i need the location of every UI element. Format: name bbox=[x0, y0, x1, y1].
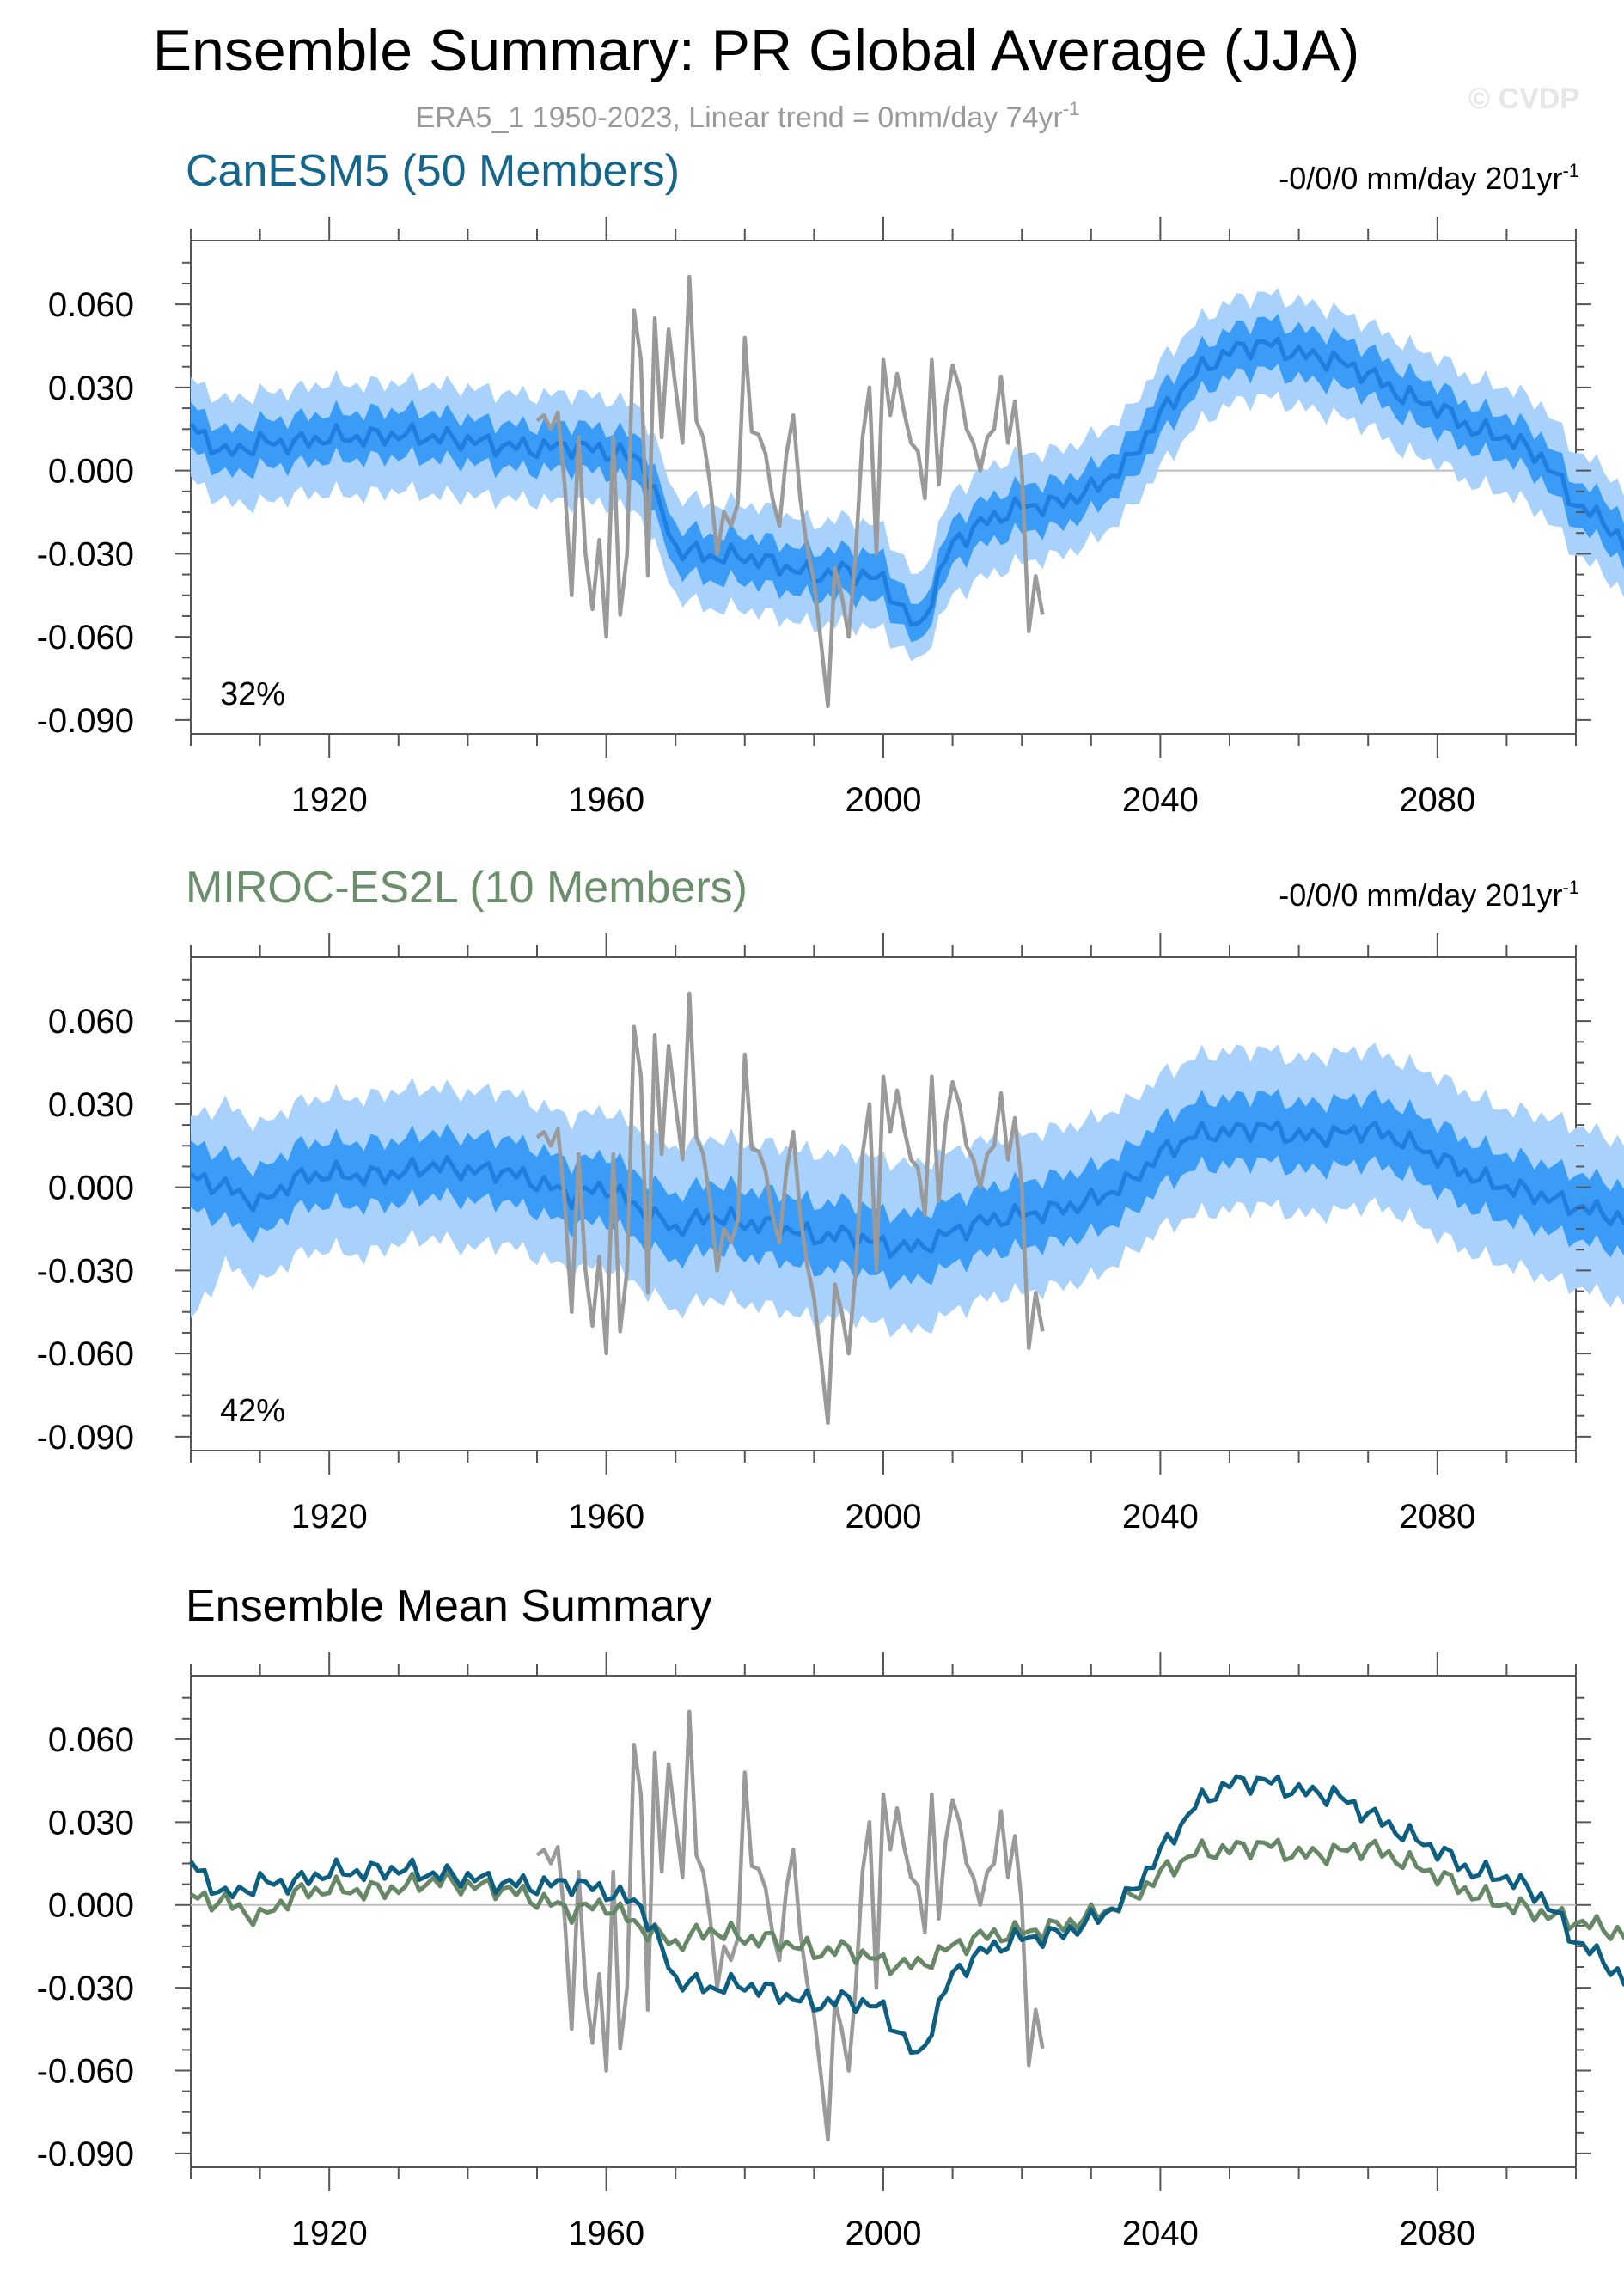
panel-ensemble-mean: Ensemble Mean Summary -0.090 -0.060 -0.030… bbox=[37, 1581, 1624, 2252]
miroc-xtick-label: 1920 bbox=[291, 1498, 368, 1536]
panel-ensemble-mean-plot: -0.090 -0.060 -0.030 0.000 0.030 0.060 1920 196… bbox=[37, 1652, 1624, 2252]
canesm5-xtick-label: 1920 bbox=[291, 781, 368, 819]
miroc-xtick-label: 2080 bbox=[1399, 1498, 1475, 1536]
ensemble-mean-xtick-label: 2000 bbox=[846, 2215, 922, 2252]
ensemble-mean-xtick-label: 2080 bbox=[1399, 2215, 1475, 2252]
panel-canesm5-plot: -0.090 -0.060 -0.030 0.000 0.030 0.060 1920 196… bbox=[37, 217, 1624, 819]
figure-subtitle-sup: -1 bbox=[1063, 98, 1080, 119]
miroc-ensemble-mean-line bbox=[189, 1120, 1624, 1259]
miroc-observations-line bbox=[535, 991, 1045, 1426]
ensemble-mean-canesm5-mean-line bbox=[188, 1774, 1624, 2056]
figure-subtitle: ERA5_1 1950-2023, Linear trend = 0mm/day… bbox=[416, 98, 1080, 134]
panel-ensemble-mean-title: Ensemble Mean Summary bbox=[186, 1581, 712, 1631]
panel-canesm5-trend-sup: -1 bbox=[1562, 160, 1579, 181]
canesm5-xtick-label: 1960 bbox=[568, 781, 644, 819]
miroc-ytick-label: -0.030 bbox=[37, 1252, 134, 1290]
canesm5-observations-line bbox=[535, 274, 1045, 709]
ensemble-mean-ytick-label: 0.030 bbox=[48, 1804, 134, 1842]
watermark: © CVDP bbox=[1468, 82, 1579, 115]
canesm5-ytick-label: 0.030 bbox=[48, 370, 134, 407]
miroc-ytick-label: 0.060 bbox=[48, 1003, 134, 1041]
canesm5-band-5-95 bbox=[191, 288, 1624, 662]
panel-miroc-trend-main: -0/0/0 mm/day 201yr bbox=[1279, 877, 1562, 913]
panel-miroc-plot: -0.090 -0.060 -0.030 0.000 0.030 0.060 1920 196… bbox=[37, 933, 1624, 1536]
ensemble-mean-xtick-label: 1960 bbox=[568, 2215, 644, 2252]
miroc-xtick-label: 1960 bbox=[568, 1498, 644, 1536]
panel-miroc-trend-sup: -1 bbox=[1562, 877, 1579, 898]
ensemble-mean-ytick-label: -0.030 bbox=[37, 1970, 134, 2007]
miroc-percent-annotation: 42% bbox=[220, 1393, 285, 1429]
canesm5-xtick-label: 2000 bbox=[846, 781, 922, 819]
miroc-ytick-label: -0.090 bbox=[37, 1419, 134, 1457]
panel-miroc: MIROC-ES2L (10 Members) -0/0/0 mm/day 20… bbox=[37, 863, 1624, 1536]
canesm5-percent-annotation: 32% bbox=[220, 676, 285, 712]
ensemble-mean-ytick-label: -0.090 bbox=[37, 2135, 134, 2173]
ensemble-mean-ytick-label: 0.000 bbox=[48, 1887, 134, 1925]
miroc-band-25-75 bbox=[191, 1089, 1624, 1290]
panel-miroc-trend: -0/0/0 mm/day 201yr-1 bbox=[1279, 877, 1579, 913]
panel-canesm5-title: CanESM5 (50 Members) bbox=[186, 146, 680, 196]
figure-subtitle-main: ERA5_1 1950-2023, Linear trend = 0mm/day… bbox=[416, 101, 1063, 134]
panel-canesm5: CanESM5 (50 Members) -0/0/0 mm/day 201yr… bbox=[37, 146, 1624, 819]
canesm5-ytick-label: -0.090 bbox=[37, 702, 134, 740]
miroc-ytick-label: -0.060 bbox=[37, 1335, 134, 1373]
figure-title: Ensemble Summary: PR Global Average (JJA… bbox=[153, 18, 1360, 83]
ensemble-mean-ytick-label: -0.060 bbox=[37, 2053, 134, 2091]
ensemble-mean-xtick-label: 2040 bbox=[1122, 2215, 1199, 2252]
panel-canesm5-trend: -0/0/0 mm/day 201yr-1 bbox=[1279, 160, 1579, 196]
miroc-ytick-label: 0.000 bbox=[48, 1170, 134, 1207]
ensemble-mean-miroc-mean-line bbox=[189, 1837, 1624, 1976]
panel-canesm5-trend-main: -0/0/0 mm/day 201yr bbox=[1279, 161, 1562, 196]
panel-miroc-title: MIROC-ES2L (10 Members) bbox=[186, 863, 748, 913]
miroc-ytick-label: 0.030 bbox=[48, 1086, 134, 1124]
ensemble-mean-frame bbox=[190, 1675, 1577, 2168]
canesm5-ytick-label: 0.060 bbox=[48, 286, 134, 324]
ensemble-mean-ytick-label: 0.060 bbox=[48, 1721, 134, 1759]
canesm5-ytick-label: 0.000 bbox=[48, 453, 134, 491]
canesm5-ytick-label: -0.030 bbox=[37, 535, 134, 573]
miroc-xtick-label: 2040 bbox=[1122, 1498, 1199, 1536]
canesm5-ytick-label: -0.060 bbox=[37, 619, 134, 657]
ensemble-mean-observations-line bbox=[535, 1709, 1045, 2142]
canesm5-ensemble-mean-line bbox=[189, 336, 1624, 627]
canesm5-xtick-label: 2040 bbox=[1122, 781, 1199, 819]
miroc-xtick-label: 2000 bbox=[846, 1498, 922, 1536]
canesm5-xtick-label: 2080 bbox=[1399, 781, 1475, 819]
ensemble-mean-xtick-label: 1920 bbox=[291, 2215, 368, 2252]
